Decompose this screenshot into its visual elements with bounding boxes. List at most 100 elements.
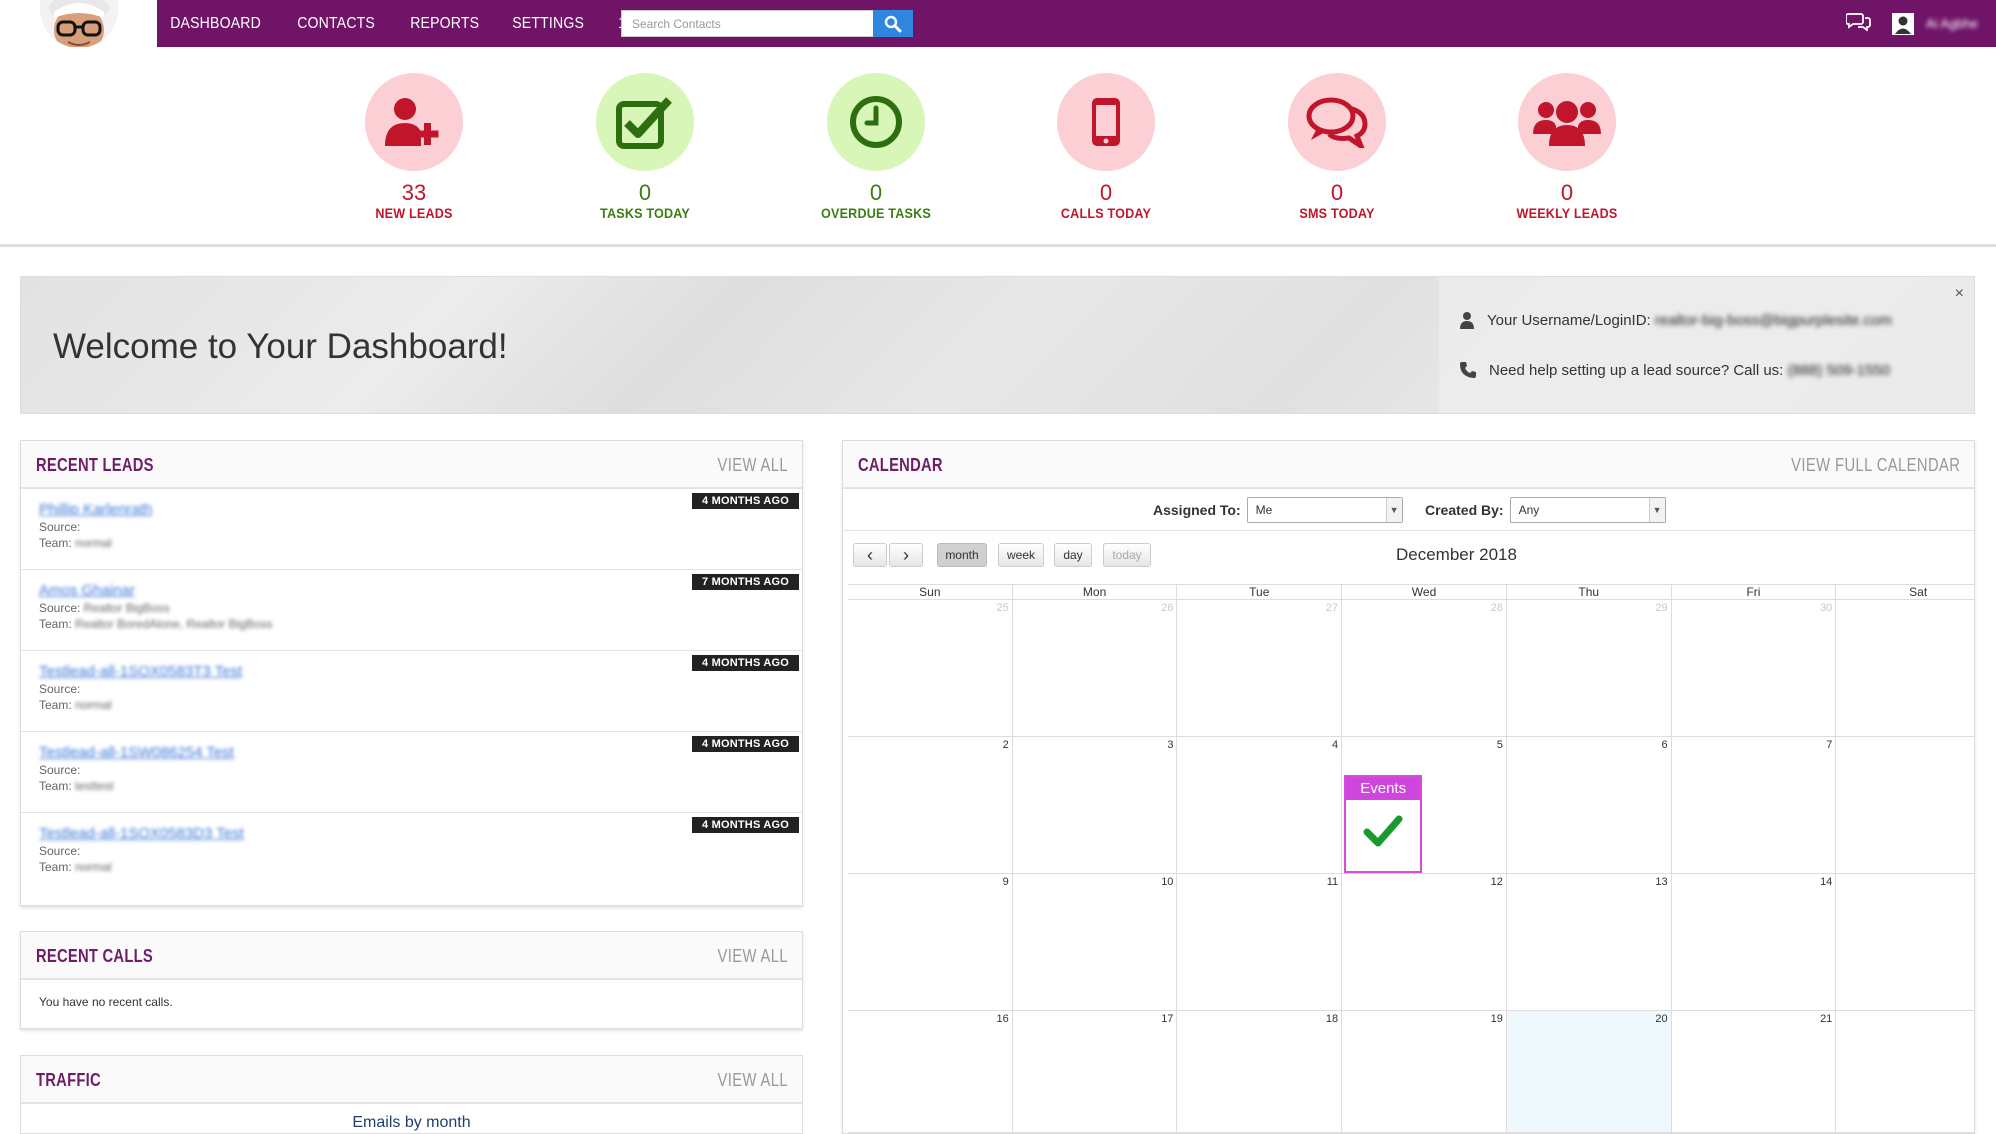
user-name: Ai Agbhe — [1925, 16, 1978, 31]
calendar-day[interactable]: 20 — [1506, 1011, 1672, 1132]
calendar-day[interactable]: 12 — [1342, 874, 1507, 1010]
lead-name[interactable]: Testlead-all-1SOX0583T3 Test — [39, 663, 243, 680]
phone-icon — [1092, 98, 1120, 146]
calendar-day[interactable]: 13 — [1507, 874, 1672, 1010]
calendar-day[interactable]: 11 — [1177, 874, 1343, 1010]
calendar-day[interactable]: 7 — [1672, 737, 1837, 873]
calendar-day[interactable]: 27 — [1177, 600, 1343, 736]
weekday-label: Mon — [1013, 585, 1178, 599]
calendar-day[interactable]: 22 — [1836, 1011, 1974, 1132]
recent-calls-panel: RECENT CALLS VIEW ALL You have no recent… — [20, 931, 803, 1029]
nav-dashboard[interactable]: DASHBOARD — [170, 15, 261, 32]
view-all-calls-link[interactable]: VIEW ALL — [717, 946, 788, 966]
calendar-day[interactable]: 26 — [1013, 600, 1178, 736]
lead-name[interactable]: Testlead-all-1SOX0583D3 Test — [39, 825, 244, 842]
calendar-week: 16 17 18 19 20 2122 — [848, 1011, 1974, 1133]
prev-month-button[interactable]: ‹ — [853, 543, 887, 567]
search-icon — [884, 15, 902, 32]
nav-reports[interactable]: REPORTS — [409, 15, 479, 32]
week-view-button[interactable]: week — [998, 543, 1044, 567]
created-select[interactable]: Any ▼ — [1509, 497, 1666, 523]
day-number: 12 — [1490, 876, 1503, 888]
view-all-leads-link[interactable]: VIEW ALL — [717, 455, 788, 475]
lead-team: normal — [75, 860, 112, 874]
calendar-day[interactable]: 9 — [848, 874, 1013, 1010]
lead-item[interactable]: Phillip Karlenrath Source: Team: normal … — [21, 489, 802, 570]
stat-overdue-tasks[interactable]: 0 OVERDUE TASKS — [776, 73, 976, 221]
calendar-day[interactable]: 16 — [848, 1011, 1013, 1132]
assigned-select[interactable]: Me ▼ — [1246, 497, 1403, 523]
lead-name[interactable]: Phillip Karlenrath — [39, 501, 153, 518]
stat-tasks-today[interactable]: 0 TASKS TODAY — [545, 73, 745, 221]
calendar-day[interactable]: 19 — [1342, 1011, 1507, 1132]
calendar-day[interactable]: 29 — [1507, 600, 1672, 736]
day-number: 26 — [1161, 602, 1174, 614]
avatar[interactable] — [40, 0, 118, 48]
stat-weekly-leads[interactable]: 0 WEEKLY LEADS — [1467, 73, 1667, 221]
day-number: 18 — [1325, 1013, 1339, 1025]
messages-icon[interactable] — [1845, 11, 1872, 36]
add-user-icon — [385, 98, 439, 146]
next-month-button[interactable]: › — [889, 543, 923, 567]
source-label: Source: — [39, 601, 81, 615]
calendar-day[interactable]: 17 — [1013, 1011, 1178, 1132]
day-view-button[interactable]: day — [1054, 543, 1092, 567]
search-input[interactable] — [621, 10, 873, 37]
top-navbar: DASHBOARD CONTACTS REPORTS SETTINGS 1003 — [157, 0, 1996, 47]
day-number: 5 — [1496, 739, 1503, 751]
lead-item[interactable]: Amos Ghainar Source: Realtor BigBoss Tea… — [21, 570, 802, 651]
lead-item[interactable]: Testlead-all-1SOX0583T3 Test Source: Tea… — [21, 651, 802, 732]
close-banner-button[interactable]: × — [1954, 285, 1964, 302]
stat-label: SMS TODAY — [1299, 205, 1375, 221]
calendar-day[interactable]: 30 — [1672, 600, 1837, 736]
username-label: Your Username/LoginID: — [1487, 311, 1651, 329]
calendar-day[interactable]: 21 — [1672, 1011, 1837, 1132]
calendar-day[interactable]: 25 — [848, 600, 1013, 736]
username-value: realtor-big-boss@bigpurplesite.com — [1654, 311, 1892, 329]
lead-source: Realtor BigBoss — [83, 601, 170, 615]
username-row: Your Username/LoginID: realtor-big-boss@… — [1459, 311, 1892, 329]
today-button[interactable]: today — [1103, 543, 1151, 567]
team-label: Team: — [39, 860, 72, 874]
stat-value: 0 — [1099, 180, 1113, 205]
day-number: 20 — [1655, 1013, 1668, 1025]
stat-sms-today[interactable]: 0 SMS TODAY — [1237, 73, 1437, 221]
calendar-day[interactable]: 4 — [1177, 737, 1343, 873]
lead-age-badge: 4 MONTHS AGO — [692, 736, 799, 752]
day-number: 16 — [996, 1013, 1009, 1025]
calendar-event[interactable]: Events — [1344, 775, 1423, 873]
calendar-weeks: 25262728293012345Events67891011121314151… — [848, 600, 1974, 1133]
lead-name[interactable]: Testlead-all-1SW086254 Test — [39, 744, 234, 761]
nav-settings[interactable]: SETTINGS — [512, 15, 585, 32]
lead-item[interactable]: Testlead-all-1SOX0583D3 Test Source: Tea… — [21, 813, 802, 894]
view-all-traffic-link[interactable]: VIEW ALL — [717, 1070, 788, 1090]
view-full-calendar-link[interactable]: VIEW FULL CALENDAR — [1790, 455, 1960, 475]
lead-age-badge: 4 MONTHS AGO — [692, 493, 799, 509]
calendar-day[interactable]: 3 — [1013, 737, 1178, 873]
lead-item[interactable]: Testlead-all-1SW086254 Test Source: Team… — [21, 732, 802, 813]
assigned-filter: Assigned To: Me ▼ — [1153, 497, 1403, 523]
help-row: Need help setting up a lead source? Call… — [1459, 361, 1890, 379]
calendar-day[interactable]: 18 — [1177, 1011, 1343, 1132]
calendar-month-title: December 2018 — [1396, 545, 1517, 564]
welcome-title: Welcome to Your Dashboard! — [53, 327, 508, 366]
month-view-button[interactable]: month — [937, 543, 987, 567]
nav-contacts[interactable]: CONTACTS — [297, 15, 376, 32]
day-number: 30 — [1820, 602, 1833, 614]
calendar-day[interactable]: 5 Events — [1342, 737, 1507, 873]
calendar-day[interactable]: 28 — [1342, 600, 1507, 736]
calendar-day[interactable]: 2 — [848, 737, 1013, 873]
calendar-day[interactable]: 10 — [1013, 874, 1178, 1010]
search-button[interactable] — [873, 10, 913, 37]
calendar-day[interactable]: 8 — [1836, 737, 1974, 873]
day-number: 13 — [1655, 876, 1668, 888]
calendar-day[interactable]: 14 — [1672, 874, 1837, 1010]
stat-new-leads[interactable]: 33 NEW LEADS — [314, 73, 514, 221]
lead-team: testtest — [75, 779, 114, 793]
lead-name[interactable]: Amos Ghainar — [39, 582, 135, 599]
user-menu[interactable]: Ai Agbhe — [1891, 12, 1978, 35]
calendar-day[interactable]: 15 — [1836, 874, 1974, 1010]
calendar-day[interactable]: 1 — [1836, 600, 1974, 736]
stat-calls-today[interactable]: 0 CALLS TODAY — [1006, 73, 1206, 221]
calendar-day[interactable]: 6 — [1507, 737, 1672, 873]
